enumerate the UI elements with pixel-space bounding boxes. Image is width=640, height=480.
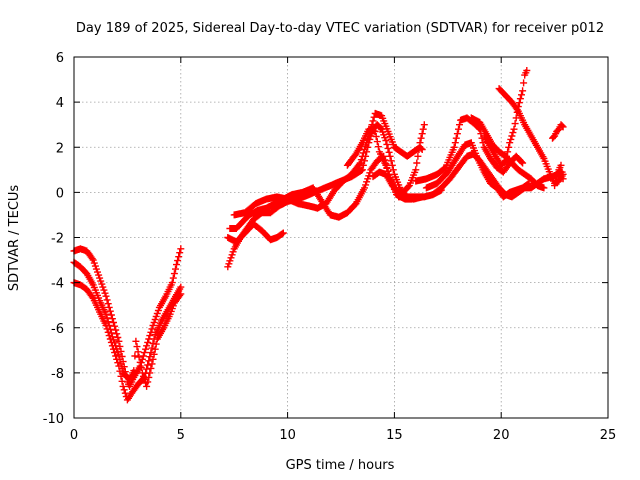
series-markers	[224, 220, 287, 246]
y-tick-label: -6	[51, 322, 64, 337]
x-tick-label: 25	[600, 428, 617, 443]
x-axis-label: GPS time / hours	[286, 458, 395, 473]
axes: 0 5 10 15 20 25 -10 -8 -6 -4 -2 0 2 4 6	[43, 51, 617, 443]
series-9	[369, 121, 428, 199]
y-axis-label: SDTVAR / TECUs	[7, 185, 22, 292]
x-tick-label: 5	[177, 428, 185, 443]
series-15	[495, 85, 567, 187]
y-tick-label: -8	[51, 367, 64, 382]
x-tick-label: 20	[493, 428, 510, 443]
series-7	[230, 109, 426, 219]
data-series	[70, 67, 567, 404]
series-markers	[549, 121, 567, 142]
series-markers	[230, 109, 426, 219]
series-markers	[70, 258, 185, 390]
y-tick-label: -2	[51, 232, 64, 247]
y-tick-label: -4	[51, 277, 64, 292]
series-6	[224, 220, 287, 246]
chart-title: Day 189 of 2025, Sidereal Day-to-day VTE…	[76, 21, 604, 36]
x-tick-label: 15	[386, 428, 403, 443]
y-tick-label: 4	[56, 96, 64, 111]
x-tick-label: 0	[70, 428, 78, 443]
series-17	[551, 161, 567, 190]
series-3	[70, 258, 185, 390]
y-tick-label: 0	[56, 186, 64, 201]
series-markers	[369, 121, 428, 199]
series-markers	[495, 85, 567, 187]
series-markers	[429, 150, 565, 201]
series-12	[429, 150, 565, 201]
x-tick-label: 10	[279, 428, 296, 443]
series-markers	[551, 161, 567, 190]
y-tick-label: -10	[43, 412, 64, 427]
series-16	[549, 121, 567, 142]
y-tick-label: 6	[56, 51, 64, 66]
y-tick-label: 2	[56, 141, 64, 156]
